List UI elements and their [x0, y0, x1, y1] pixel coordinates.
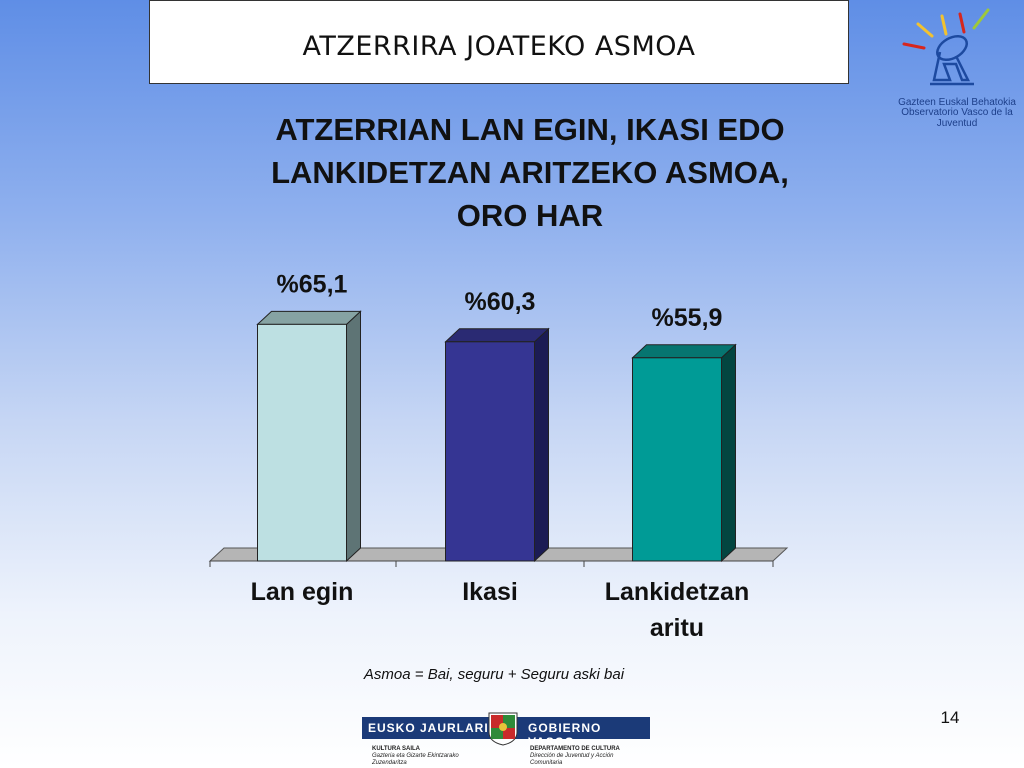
page-number: 14	[940, 708, 960, 727]
footer-dept-left-line1: Gazteria eta Gizarte Ekintzarako	[372, 753, 459, 759]
bar-side	[534, 327, 549, 563]
bar	[445, 341, 535, 562]
chart-title-line-2: LANKIDETZAN ARITZEKO ASMOA,	[271, 155, 789, 190]
observatory-logo-icon	[902, 8, 990, 86]
footer-dept-right-title: DEPARTAMENTO DE CULTURA	[530, 746, 620, 752]
basque-coat-of-arms-icon	[488, 712, 518, 746]
chart-title: ATZERRIAN LAN EGIN, IKASI EDO LANKIDETZA…	[200, 108, 860, 237]
bar	[257, 323, 347, 562]
bar-top	[256, 310, 362, 325]
data-label: %55,9	[652, 304, 723, 332]
bar-side	[721, 343, 736, 563]
footer-dept-right-line1: Dirección de Juventud y Acción	[530, 753, 614, 759]
footer-left-label: EUSKO JAURLARITZA	[368, 721, 516, 735]
bar-side	[346, 310, 361, 563]
footer-dept-left-line2: Zuzendaritza	[372, 760, 407, 766]
category-label: Lankidetzan	[605, 578, 749, 606]
data-label: %60,3	[465, 288, 536, 316]
category-label: Lan egin	[251, 578, 354, 606]
bar-top	[631, 344, 737, 359]
bar-top	[444, 328, 550, 343]
chart-note: Asmoa = Bai, seguru + Seguru aski bai	[363, 666, 625, 683]
footer-right-label: GOBIERNO VASCO	[528, 721, 602, 749]
header-title-box: ATZERRIRA JOATEKO ASMOA	[149, 0, 849, 84]
category-label: aritu	[650, 614, 704, 642]
header-title: ATZERRIRA JOATEKO ASMOA	[302, 30, 696, 62]
footer-dept-left-title: KULTURA SAILA	[372, 746, 420, 752]
observatory-logo-line2: Observatorio Vasco de la Juventud	[901, 107, 1013, 129]
observatory-logo-line1: Gazteen Euskal Behatokia	[898, 97, 1016, 108]
footer-dept-right-line2: Comunitaria	[530, 760, 563, 766]
category-label: Ikasi	[462, 578, 518, 606]
chart-title-line-1: ATZERRIAN LAN EGIN, IKASI EDO	[275, 112, 785, 147]
data-label: %65,1	[277, 270, 348, 298]
chart-title-line-3: ORO HAR	[456, 198, 604, 233]
bar	[632, 357, 722, 562]
footer-dept-left: KULTURA SAILA Gazteria eta Gizarte Ekint…	[372, 746, 459, 767]
footer-dept-right: DEPARTAMENTO DE CULTURA Dirección de Juv…	[530, 746, 620, 767]
